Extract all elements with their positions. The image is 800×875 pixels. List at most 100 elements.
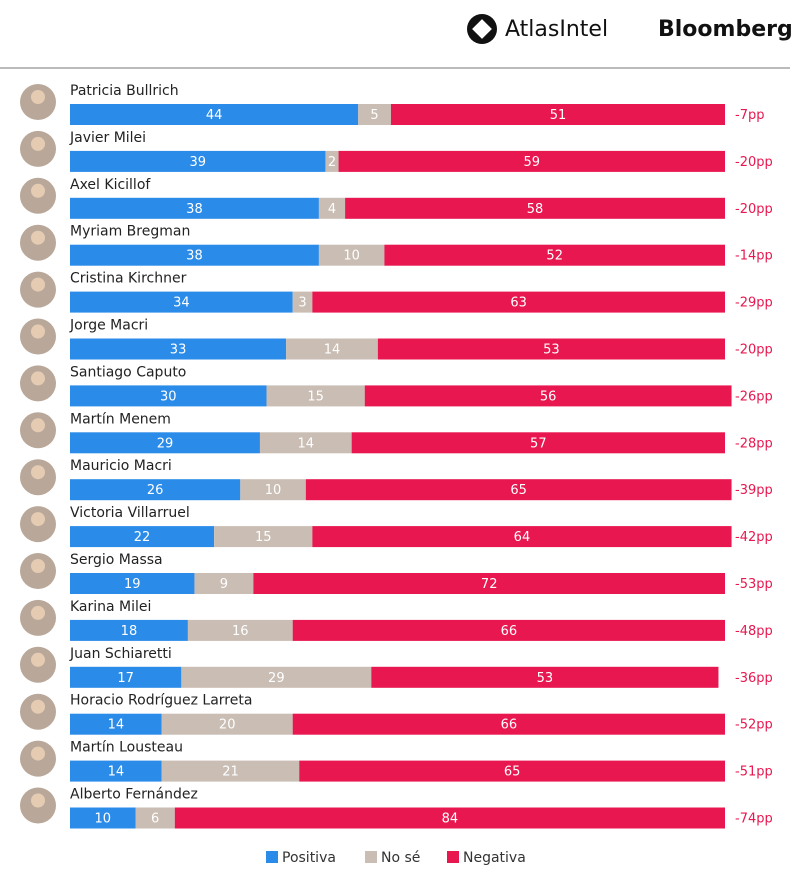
net-label: -51pp <box>735 765 773 780</box>
segment-label: 53 <box>543 343 560 358</box>
bar-segment <box>214 526 313 548</box>
segment-label: 59 <box>524 155 541 170</box>
avatar-head <box>31 371 45 386</box>
bar-segment <box>358 104 391 125</box>
segment-label: 15 <box>307 389 324 404</box>
segment-label: 29 <box>157 436 174 451</box>
person-name: Juan Schiaretti <box>69 646 172 662</box>
person-name: Karina Milei <box>70 599 151 615</box>
segment-label: 33 <box>170 343 187 358</box>
person-name: Jorge Macri <box>69 318 148 334</box>
net-label: -74pp <box>735 812 773 827</box>
person-name: Martín Menem <box>70 411 171 427</box>
bar-segment <box>299 760 725 782</box>
segment-label: 14 <box>108 765 125 780</box>
segment-label: 29 <box>268 671 285 686</box>
bar-segment <box>371 666 719 688</box>
bar-segment <box>70 526 215 548</box>
net-label: -48pp <box>735 624 773 639</box>
bar-segment <box>161 713 293 735</box>
bar-segment <box>70 619 188 641</box>
segment-label: 10 <box>94 812 111 827</box>
person-name: Santiago Caputo <box>70 364 186 380</box>
bar-segment <box>70 291 293 313</box>
segment-label: 10 <box>265 483 282 498</box>
segment-label: 66 <box>501 718 518 733</box>
legend-label: Negativa <box>463 850 526 866</box>
bar-segment <box>70 666 182 688</box>
segment-label: 20 <box>219 718 236 733</box>
segment-label: 9 <box>220 577 228 592</box>
bar-segment <box>390 104 725 125</box>
bar-segment <box>174 807 726 829</box>
bar-segment <box>70 807 136 829</box>
net-label: -39pp <box>735 483 773 498</box>
segment-label: 52 <box>546 249 563 264</box>
person-name: Patricia Bullrich <box>70 83 179 99</box>
bar-segment <box>187 619 293 641</box>
avatar-head <box>31 324 45 339</box>
bar-segment <box>181 666 372 688</box>
segment-label: 84 <box>442 812 459 827</box>
segment-label: 6 <box>151 812 159 827</box>
net-label: -29pp <box>735 296 773 311</box>
segment-label: 34 <box>173 296 190 311</box>
brand-bloomberg: Bloomberg <box>658 17 793 42</box>
avatar-head <box>31 559 45 573</box>
brand-atlasintel: AtlasIntel <box>505 17 608 42</box>
segment-label: 44 <box>206 108 223 123</box>
bar-segment <box>70 244 319 266</box>
bar-segment <box>292 619 725 641</box>
net-label: -20pp <box>735 202 773 217</box>
segment-label: 5 <box>370 108 378 123</box>
bar-segment <box>318 197 346 219</box>
net-label: -42pp <box>735 530 773 545</box>
person-name: Mauricio Macri <box>70 458 172 474</box>
bar-segment <box>345 197 725 219</box>
segment-label: 65 <box>504 765 521 780</box>
avatar-head <box>31 746 45 761</box>
segment-label: 10 <box>343 249 360 264</box>
segment-label: 18 <box>121 624 138 639</box>
person-name: Martín Lousteau <box>70 740 183 756</box>
segment-label: 56 <box>540 389 557 404</box>
segment-label: 4 <box>328 202 336 217</box>
segment-label: 17 <box>117 671 134 686</box>
avatar-head <box>31 512 45 527</box>
bar-segment <box>259 432 352 454</box>
atlas-logo-icon <box>467 14 497 44</box>
bar-segment <box>338 150 725 172</box>
bar-segment <box>161 760 300 782</box>
avatar-head <box>31 652 45 667</box>
segment-label: 14 <box>298 436 315 451</box>
legend-swatch <box>447 851 459 863</box>
bar-segment <box>312 526 732 548</box>
avatar-head <box>31 136 45 151</box>
segment-label: 14 <box>108 718 125 733</box>
segment-label: 63 <box>510 296 527 311</box>
bar-segment <box>70 713 162 735</box>
avatar-head <box>31 699 45 714</box>
bar-segment <box>194 573 254 594</box>
segment-label: 38 <box>186 202 203 217</box>
avatar-head <box>31 277 45 292</box>
net-label: -53pp <box>735 577 773 592</box>
segment-label: 19 <box>124 577 141 592</box>
segment-label: 38 <box>186 249 203 264</box>
segment-label: 3 <box>298 296 306 311</box>
bar-segment <box>292 291 313 313</box>
person-name: Sergio Massa <box>70 552 163 568</box>
segment-label: 26 <box>147 483 164 498</box>
bar-segment <box>70 385 267 407</box>
avatar-head <box>31 793 45 808</box>
segment-label: 65 <box>510 483 527 498</box>
net-label: -7pp <box>735 108 764 123</box>
bar-segment <box>384 244 725 266</box>
segment-label: 30 <box>160 389 177 404</box>
avatar-head <box>31 465 45 480</box>
avatar-head <box>31 605 45 620</box>
bar-segment <box>70 197 319 219</box>
segment-label: 14 <box>324 343 341 358</box>
